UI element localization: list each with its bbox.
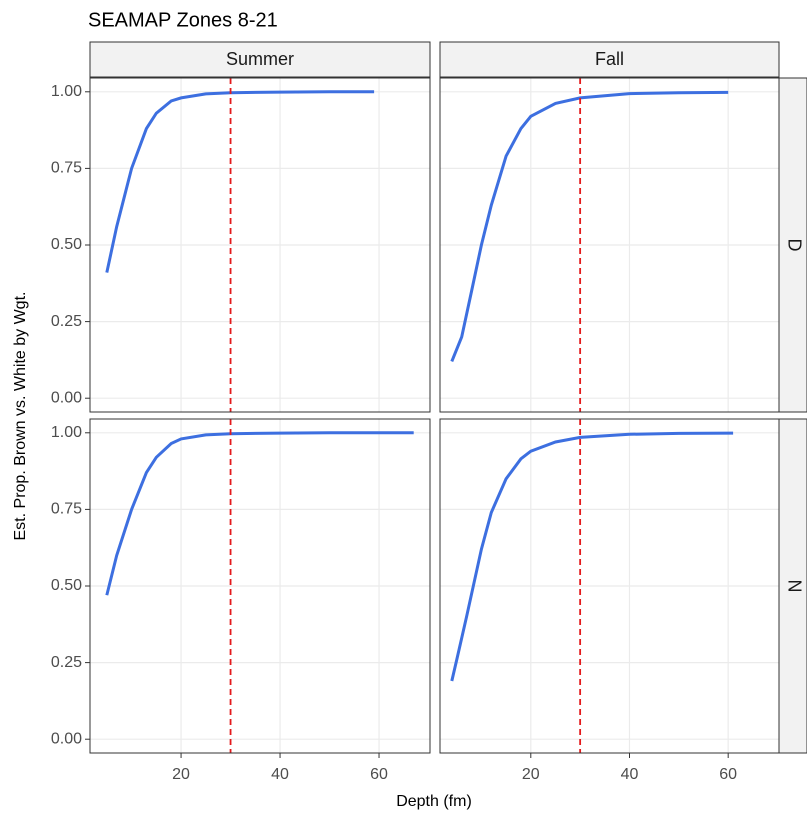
column-strip	[439, 41, 780, 78]
panel-border	[439, 77, 780, 413]
y-tick-label: 0.75	[51, 160, 82, 177]
x-tick-label: 40	[271, 766, 289, 783]
x-tick-label: 40	[621, 766, 639, 783]
column-strip-label: Fall	[595, 49, 624, 69]
x-tick-label: 20	[522, 766, 540, 783]
y-tick-label: 0.25	[51, 313, 82, 330]
y-axis-label: Est. Prop. Brown vs. White by Wgt.	[12, 292, 29, 541]
line	[450, 431, 734, 682]
row-strip-label: N	[784, 580, 804, 593]
y-tick-label: 0.25	[51, 654, 82, 671]
column-strip	[89, 41, 431, 78]
y-tick-label: 0.75	[51, 501, 82, 518]
y-tick-label: 1.00	[51, 424, 82, 441]
x-tick-label: 60	[370, 766, 388, 783]
line	[105, 431, 414, 596]
chart-title: SEAMAP Zones 8-21	[88, 9, 278, 31]
y-tick-label: 0.50	[51, 577, 82, 594]
y-tick-label: 0.00	[51, 730, 82, 747]
row-strip-label: D	[784, 239, 804, 252]
x-tick-label: 60	[719, 766, 737, 783]
y-tick-label: 0.50	[51, 236, 82, 253]
x-tick-label: 20	[172, 766, 190, 783]
line	[450, 90, 729, 362]
y-tick-label: 0.00	[51, 389, 82, 406]
line	[105, 90, 375, 273]
y-tick-label: 1.00	[51, 83, 82, 100]
column-strip-label: Summer	[226, 49, 294, 69]
row-strip	[778, 418, 807, 754]
x-axis-label: Depth (fm)	[396, 793, 472, 810]
panel-border	[439, 418, 780, 754]
